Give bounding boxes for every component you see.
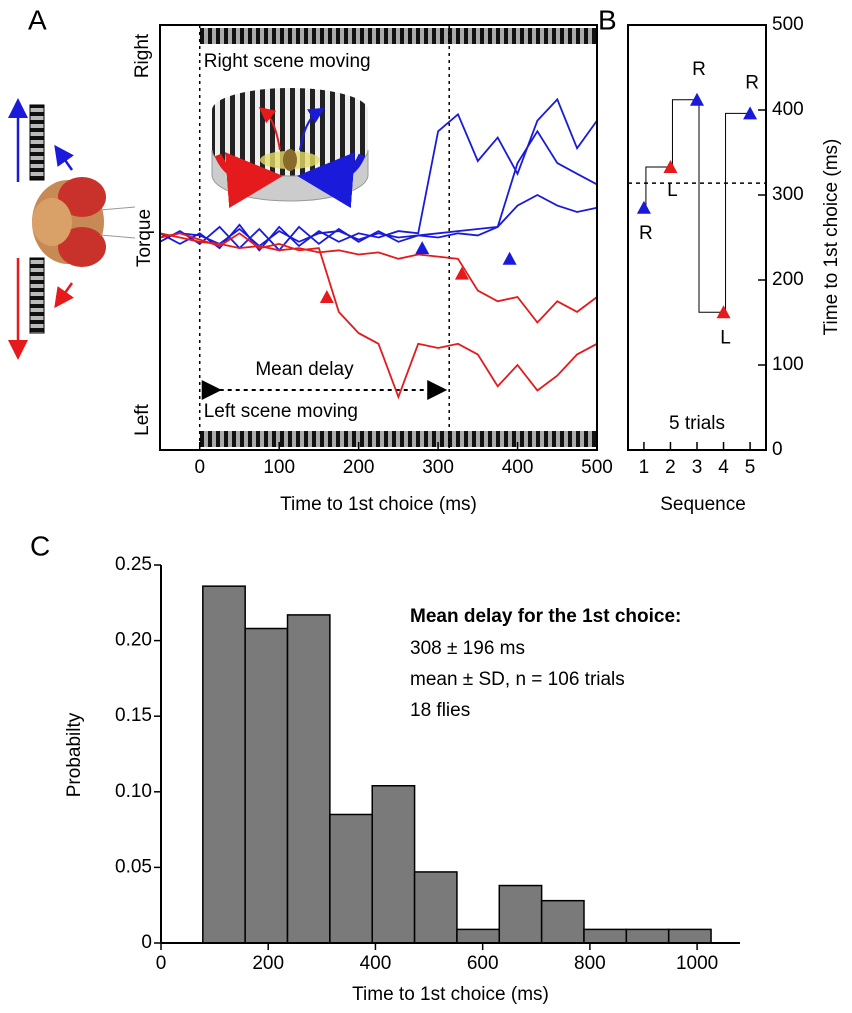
bar [498, 884, 543, 944]
drum-illustration [211, 88, 369, 208]
bar [244, 627, 289, 944]
x-tick-label: 5 [745, 457, 756, 478]
delay-label: Mean delay [255, 359, 354, 380]
x-axis-title: Time to 1st choice (ms) [280, 494, 477, 515]
y-tick-label: 0 [772, 439, 783, 460]
bar [286, 614, 331, 944]
x-tick-label: 500 [581, 457, 613, 478]
bar [667, 928, 712, 944]
panel-label: C [30, 530, 50, 561]
choice-point [663, 159, 678, 173]
bar [202, 585, 246, 944]
x-tick-label: 400 [360, 953, 392, 974]
x-tick-label: 100 [263, 457, 295, 478]
y-tick-label: 0.20 [115, 630, 152, 651]
x-tick-label: 0 [194, 457, 205, 478]
connector [645, 166, 671, 208]
torque-trace [159, 193, 598, 248]
choice-marker [502, 251, 517, 265]
y-tick-label: 0.05 [115, 856, 152, 877]
bar [413, 871, 458, 944]
panel-label: B [598, 4, 617, 35]
x-tick-label: 1000 [676, 953, 718, 974]
choice-point [636, 200, 651, 214]
choice-point [716, 305, 731, 319]
choice-marker [454, 266, 469, 280]
choice-label: R [639, 223, 653, 244]
x-tick-label: 600 [467, 953, 499, 974]
bar [371, 785, 416, 944]
right-label: Right [132, 33, 153, 78]
y-tick-label: 0 [141, 932, 152, 953]
connector [698, 99, 724, 313]
y-tick-label: 0.25 [115, 554, 152, 575]
x-tick-label: 400 [502, 457, 534, 478]
choice-label: L [667, 180, 678, 201]
choice-marker [415, 241, 430, 255]
x-tick-label: 200 [343, 457, 375, 478]
x-axis-title: Time to 1st choice (ms) [352, 984, 549, 1005]
choice-label: R [745, 72, 759, 93]
y-axis-title: Time to 1st choice (ms) [821, 139, 842, 336]
y-axis-title: Torque [134, 209, 155, 267]
choice-point [690, 92, 704, 106]
x-tick-label: 1 [639, 457, 650, 478]
x-axis-title: Sequence [660, 494, 746, 515]
x-tick-label: 2 [665, 457, 676, 478]
x-tick-label: 800 [574, 953, 606, 974]
scene-label: Left scene moving [204, 401, 358, 422]
y-tick-label: 100 [772, 354, 804, 375]
bar [583, 928, 628, 944]
y-tick-label: 400 [772, 99, 804, 120]
y-tick-label: 0.10 [115, 781, 152, 802]
bar [456, 928, 501, 944]
plot-frame [159, 24, 598, 451]
scene-bar [199, 28, 597, 44]
connector [671, 99, 697, 167]
torque-trace [159, 232, 598, 400]
y-tick-label: 300 [772, 184, 804, 205]
annotation-line: mean ± SD, n = 106 trials [410, 669, 625, 690]
bar [329, 813, 373, 944]
fly-illustration [8, 98, 136, 360]
choice-point [743, 106, 758, 120]
x-tick-label: 3 [692, 457, 703, 478]
torque-trace [159, 97, 598, 252]
x-tick-label: 0 [156, 953, 167, 974]
x-tick-label: 4 [718, 457, 729, 478]
x-tick-label: 300 [422, 457, 454, 478]
connector [725, 112, 751, 313]
y-tick-label: 200 [772, 269, 804, 290]
bar [625, 928, 670, 944]
left-label: Left [132, 403, 153, 435]
scene-bar [199, 431, 597, 447]
annotation: 5 trials [669, 413, 725, 434]
torque-trace [159, 232, 598, 324]
torque-trace [159, 129, 598, 252]
annotation-line: 18 flies [410, 700, 470, 721]
scene-label: Right scene moving [204, 51, 371, 72]
y-axis-title: Probabilty [64, 712, 85, 797]
choice-label: L [720, 327, 731, 348]
y-tick-label: 500 [772, 14, 804, 35]
panel-label: A [28, 4, 47, 35]
choice-marker [319, 290, 334, 303]
annotation-line: 308 ± 196 ms [410, 638, 525, 659]
x-tick-label: 200 [252, 953, 284, 974]
bar [540, 899, 585, 944]
y-tick-label: 0.15 [115, 705, 152, 726]
annotation-title: Mean delay for the 1st choice: [410, 606, 681, 627]
choice-label: R [692, 59, 706, 80]
